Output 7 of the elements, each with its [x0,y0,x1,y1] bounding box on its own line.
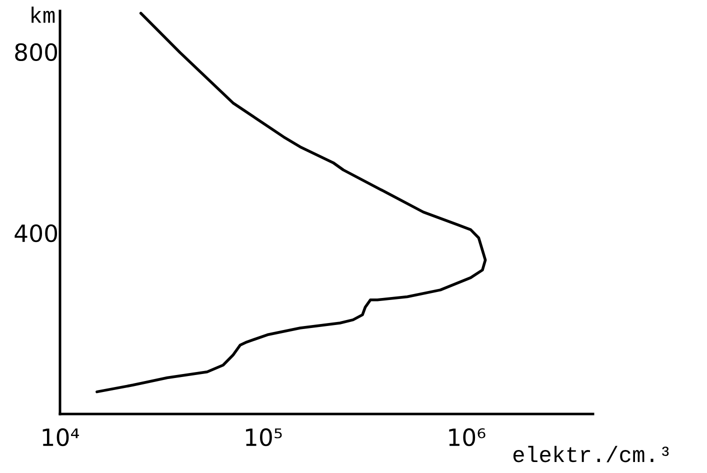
y-tick-label: 400 [14,224,58,242]
x-axis-title: elektr./cm.³ [513,446,669,462]
x-tick-label: 10⁴ [42,428,80,446]
x-tick-label: 10⁵ [246,428,282,446]
y-axis-title: km [32,6,55,23]
y-tick-label: 800 [15,43,58,62]
x-tick-label: 10⁶ [449,428,486,446]
